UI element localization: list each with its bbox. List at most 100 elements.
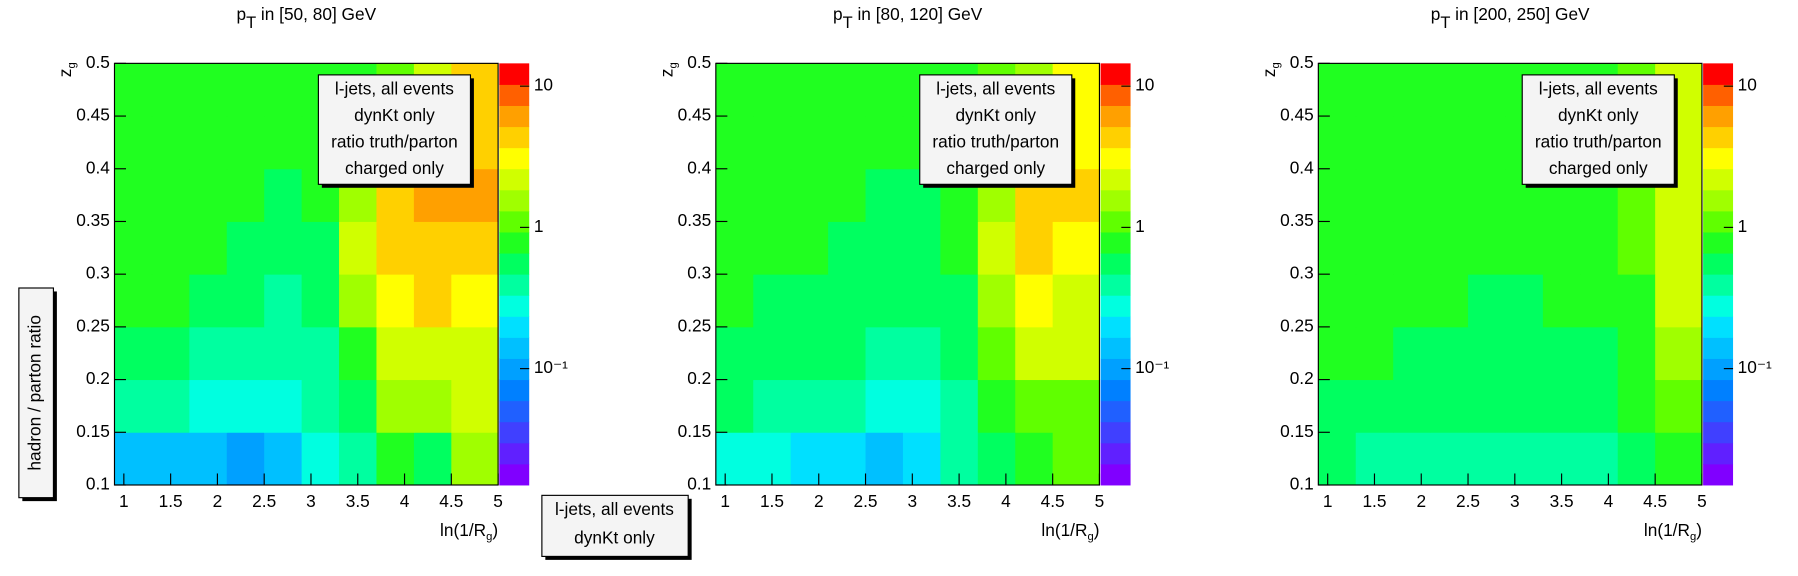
colorbar-band (1100, 126, 1131, 149)
colorbar-tick-label: 10⁻¹ (1135, 357, 1169, 377)
heatmap-cell (902, 379, 941, 433)
heatmap-cell (1015, 379, 1054, 433)
heatmap-cell (1318, 168, 1357, 222)
heatmap-cell (1355, 326, 1394, 381)
x-tick-label: 3 (908, 491, 918, 511)
bottom-legend-line: dynKt only (574, 528, 655, 548)
colorbar-band (499, 168, 530, 191)
y-tick-label: 0.2 (86, 368, 110, 388)
chart-title-rest: in [50, 80] GeV (256, 4, 376, 24)
heatmap-cell (865, 432, 904, 486)
heatmap-cell (1393, 221, 1432, 275)
heatmap-cell (1505, 432, 1544, 486)
heatmap-cell (753, 326, 792, 381)
colorbar-band (499, 105, 530, 128)
heatmap-cell (1468, 274, 1506, 328)
heatmap-cell (1052, 274, 1100, 328)
heatmap-cell (1052, 432, 1100, 486)
heatmap-cell (151, 221, 190, 275)
heatmap-cell (940, 379, 979, 433)
heatmap-cell (1617, 221, 1656, 275)
colorbar-band (1703, 463, 1734, 486)
heatmap-cell (376, 326, 415, 381)
y-axis-label: zg (55, 62, 78, 77)
colorbar-band (1703, 337, 1734, 359)
heatmap-cell (1052, 326, 1100, 381)
x-tick-label: 5 (1095, 491, 1105, 511)
colorbar-band (1703, 126, 1734, 149)
heatmap-cell (1015, 432, 1054, 486)
heatmap-cell (226, 116, 265, 170)
heatmap-cell (1468, 432, 1506, 486)
legend-line: charged only (1549, 158, 1648, 178)
x-tick-label: 2.5 (1456, 491, 1480, 511)
colorbar-band (1100, 168, 1131, 191)
colorbar-band (499, 232, 530, 254)
chart-title: pT in [50, 80] GeV (236, 4, 376, 33)
heatmap-cell (1505, 221, 1544, 275)
y-tick-label: 0.2 (687, 368, 711, 388)
heatmap-cell (1542, 274, 1581, 328)
heatmap-cell (226, 326, 265, 381)
x-tick-label: 2 (1416, 491, 1426, 511)
heatmap-cell (790, 221, 829, 275)
y-tick-label: 0.25 (76, 315, 110, 335)
y-tick-label: 0.45 (76, 105, 110, 125)
heatmap-cell (753, 116, 792, 170)
heatmap-cell (451, 432, 499, 486)
heatmap-cell (1505, 326, 1544, 381)
heatmap-cell (264, 432, 303, 486)
heatmap-cell (376, 274, 415, 328)
heatmap-cell (715, 221, 754, 275)
colorbar-band (1703, 105, 1734, 128)
heatmap-cell (1430, 116, 1469, 170)
heatmap-cell (1355, 168, 1394, 222)
heatmap-cell (189, 379, 228, 433)
x-tick-label: 3.5 (947, 491, 971, 511)
y-tick-label: 0.4 (86, 157, 110, 177)
y-axis-label-sub: g (667, 62, 679, 68)
legend-line: dynKt only (955, 105, 1036, 125)
heatmap-cell (1015, 221, 1054, 275)
x-tick-label: 4 (1001, 491, 1011, 511)
heatmap-cell (264, 63, 303, 117)
y-axis-label: zg (656, 62, 679, 77)
colorbar-tick-label: 10 (534, 75, 553, 95)
y-tick-label: 0.15 (76, 421, 110, 441)
x-tick-label: 4.5 (1041, 491, 1065, 511)
heatmap-cell (977, 326, 1016, 381)
colorbar-band (1100, 337, 1131, 359)
heatmap-cell (301, 379, 340, 433)
chart-title-main: p (1431, 4, 1441, 24)
colorbar-tick-label: 10 (1738, 75, 1757, 95)
heatmap-cell (413, 274, 452, 328)
colorbar-band (499, 147, 530, 170)
y-tick-label: 0.3 (1290, 263, 1314, 283)
y-tick-label: 0.25 (678, 315, 712, 335)
heatmap-cell (114, 168, 153, 222)
colorbar-tick-label: 1 (1135, 216, 1145, 236)
colorbar-band (1703, 316, 1734, 338)
side-label: hadron / parton ratio (25, 315, 45, 470)
heatmap-cell (151, 63, 190, 117)
heatmap-cell (1655, 221, 1703, 275)
heatmap-cell (1655, 379, 1703, 433)
heatmap-cell (1542, 379, 1581, 433)
heatmap-cell (1052, 221, 1100, 275)
heatmap-cell (114, 221, 153, 275)
heatmap-cell (715, 432, 754, 486)
heatmap-cell (902, 274, 941, 328)
heatmap-cell (1355, 221, 1394, 275)
heatmap-cell (1468, 168, 1506, 222)
x-axis-label: ln(1/Rg) (1041, 520, 1099, 543)
heatmap-cell (828, 274, 866, 328)
x-tick-label: 1 (720, 491, 730, 511)
x-axis-label-main: ln(1/R (1644, 520, 1690, 540)
heatmap-cell (1355, 379, 1394, 433)
heatmap-cell (1505, 379, 1544, 433)
legend-line: charged only (345, 158, 444, 178)
heatmap-cell (902, 221, 941, 275)
heatmap-cell (226, 221, 265, 275)
chart-title-rest: in [80, 120] GeV (853, 4, 983, 24)
heatmap-cell (264, 168, 303, 222)
